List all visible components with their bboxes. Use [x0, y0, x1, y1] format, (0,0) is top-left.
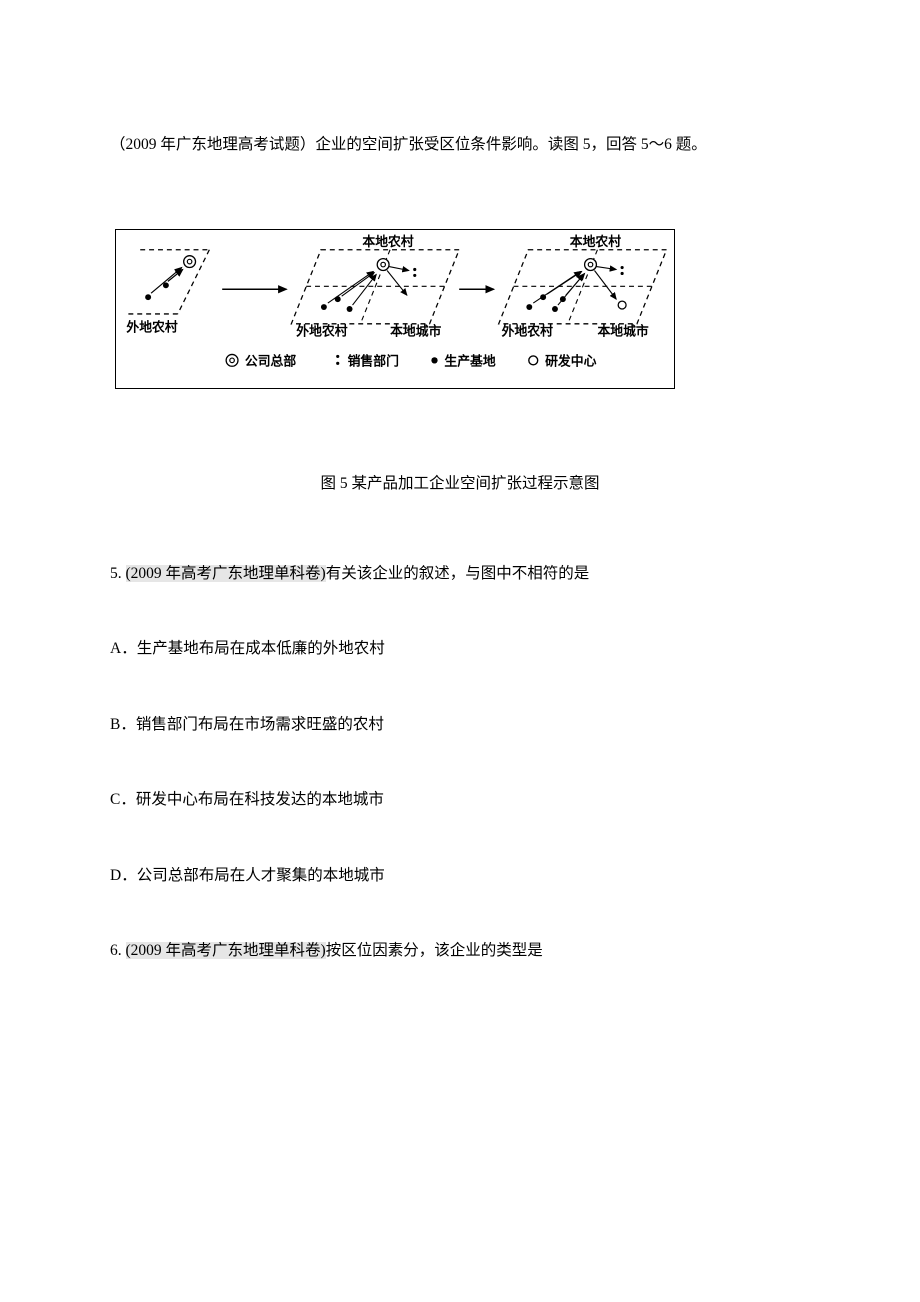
q5-stem: 5. (2009 年高考广东地理单科卷)有关该企业的叙述，与图中不相符的是 — [110, 559, 810, 588]
lbl-local-city-2: 本地城市 — [390, 324, 441, 339]
figure-box: 外地农村 — [115, 229, 675, 389]
intro-text: （2009 年广东地理高考试题）企业的空间扩张受区位条件影响。读图 5，回答 5… — [110, 130, 810, 159]
diagram-svg: 外地农村 — [116, 230, 674, 388]
q5-B: B．销售部门布局在市场需求旺盛的农村 — [110, 710, 810, 739]
legend-hq: 公司总部 — [245, 354, 296, 369]
q5-text: 有关该企业的叙述，与图中不相符的是 — [326, 565, 590, 582]
lbl-local-rural-2: 本地农村 — [362, 234, 413, 249]
page: （2009 年广东地理高考试题）企业的空间扩张受区位条件影响。读图 5，回答 5… — [0, 0, 920, 1302]
lbl-ext-rural-3: 外地农村 — [502, 324, 553, 339]
q5-source: (2009 年高考广东地理单科卷) — [126, 565, 326, 582]
q5-num: 5. — [110, 565, 122, 582]
q6-text: 按区位因素分，该企业的类型是 — [326, 942, 543, 959]
q5-C: C．研发中心布局在科技发达的本地城市 — [110, 785, 810, 814]
legend: 公司总部 销售部门 生产基地 研发中心 — [226, 354, 596, 369]
legend-sales: 销售部门 — [348, 354, 399, 369]
q6-num: 6. — [110, 942, 122, 959]
q5-D: D．公司总部布局在人才聚集的本地城市 — [110, 861, 810, 890]
q5: 5. (2009 年高考广东地理单科卷)有关该企业的叙述，与图中不相符的是 A．… — [110, 559, 810, 890]
figure-caption: 图 5 某产品加工企业空间扩张过程示意图 — [110, 469, 810, 498]
panel-3: 本地农村 外地农村 本地城市 — [499, 234, 667, 339]
q6: 6. (2009 年高考广东地理单科卷)按区位因素分，该企业的类型是 — [110, 936, 810, 965]
lbl-ext-rural-1: 外地农村 — [126, 320, 177, 335]
panel-2: 本地农村 外地农村 本地城市 — [291, 234, 459, 339]
lbl-local-city-3: 本地城市 — [597, 324, 648, 339]
legend-base: 生产基地 — [444, 354, 495, 369]
panel-1: 外地农村 — [126, 250, 209, 335]
q6-source: (2009 年高考广东地理单科卷) — [126, 942, 326, 959]
lbl-ext-rural-2: 外地农村 — [296, 324, 347, 339]
q5-A: A．生产基地布局在成本低廉的外地农村 — [110, 634, 810, 663]
q6-stem: 6. (2009 年高考广东地理单科卷)按区位因素分，该企业的类型是 — [110, 936, 810, 965]
lbl-local-rural-3: 本地农村 — [570, 234, 621, 249]
legend-rd: 研发中心 — [545, 354, 596, 369]
